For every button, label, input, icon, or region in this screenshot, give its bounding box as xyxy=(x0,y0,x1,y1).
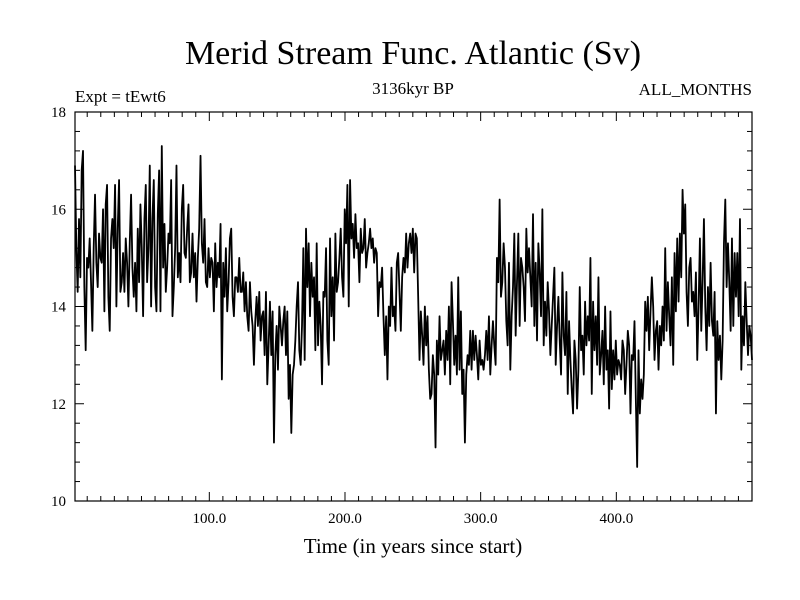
x-tick-label: 400.0 xyxy=(599,511,633,527)
series-line xyxy=(74,145,753,468)
experiment-label: Expt = tEwt6 xyxy=(75,87,166,106)
y-tick-label: 16 xyxy=(51,202,67,218)
months-label: ALL_MONTHS xyxy=(639,80,752,99)
chart-subtitle: 3136kyr BP xyxy=(372,79,454,98)
x-axis-label: Time (in years since start) xyxy=(304,534,523,558)
y-tick-label: 18 xyxy=(51,105,66,121)
y-tick-label: 10 xyxy=(51,494,66,510)
x-tick-label: 200.0 xyxy=(328,511,362,527)
y-tick-labels: 10 12 14 16 18 xyxy=(51,105,67,510)
y-tick-label: 12 xyxy=(51,397,66,413)
chart-title: Merid Stream Func. Atlantic (Sv) xyxy=(185,35,641,72)
x-axis-ticks xyxy=(86,112,739,501)
x-tick-labels: 100.0 200.0 300.0 400.0 xyxy=(192,511,633,527)
plot-frame xyxy=(74,111,753,502)
x-tick-label: 100.0 xyxy=(192,511,226,527)
y-axis-ticks xyxy=(75,130,752,483)
x-tick-label: 300.0 xyxy=(464,511,498,527)
y-tick-label: 14 xyxy=(51,300,67,316)
